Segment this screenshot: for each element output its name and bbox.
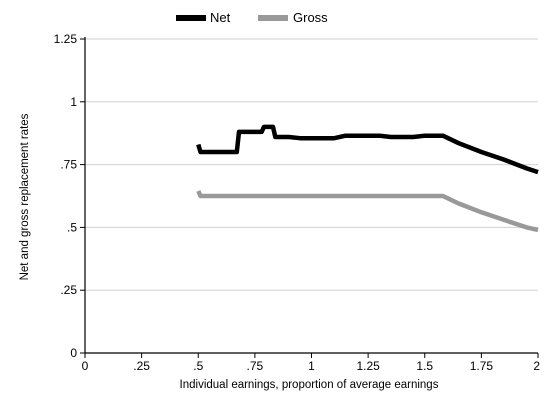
legend-label-net: Net xyxy=(210,10,231,25)
data-series xyxy=(196,124,539,233)
axes: 0 .25 .5 .75 1 1.25 0 .25 .5 .75 1 1.25 1.5 1.75 2 xyxy=(54,32,541,373)
y-axis-label: Net and gross replacement rates xyxy=(19,113,31,280)
gridlines xyxy=(85,38,538,291)
x-tick-label: .25 xyxy=(133,359,150,373)
x-tick-label: .5 xyxy=(193,359,203,373)
x-tick-label: 1.75 xyxy=(470,359,494,373)
series-line-gross xyxy=(196,190,539,233)
x-tick-label: 1.25 xyxy=(356,359,380,373)
x-tick-label: 1 xyxy=(308,359,315,373)
y-tick-label: .75 xyxy=(60,158,77,172)
y-tick-label: .25 xyxy=(60,283,77,297)
x-tick-label: .75 xyxy=(247,359,264,373)
x-tick-label: 1.5 xyxy=(416,359,433,373)
x-tick-label: 0 xyxy=(82,359,89,373)
y-tick-label: 1 xyxy=(70,95,77,109)
y-tick-label: .5 xyxy=(67,220,77,234)
x-axis-label: Individual earnings, proportion of avera… xyxy=(180,379,439,391)
legend: Net Gross xyxy=(176,10,328,25)
legend-label-gross: Gross xyxy=(293,10,328,25)
y-tick-label: 1.25 xyxy=(54,32,78,46)
y-tick-label: 0 xyxy=(70,346,77,360)
series-line-net xyxy=(196,124,539,175)
x-tick-label: 2 xyxy=(533,359,540,373)
